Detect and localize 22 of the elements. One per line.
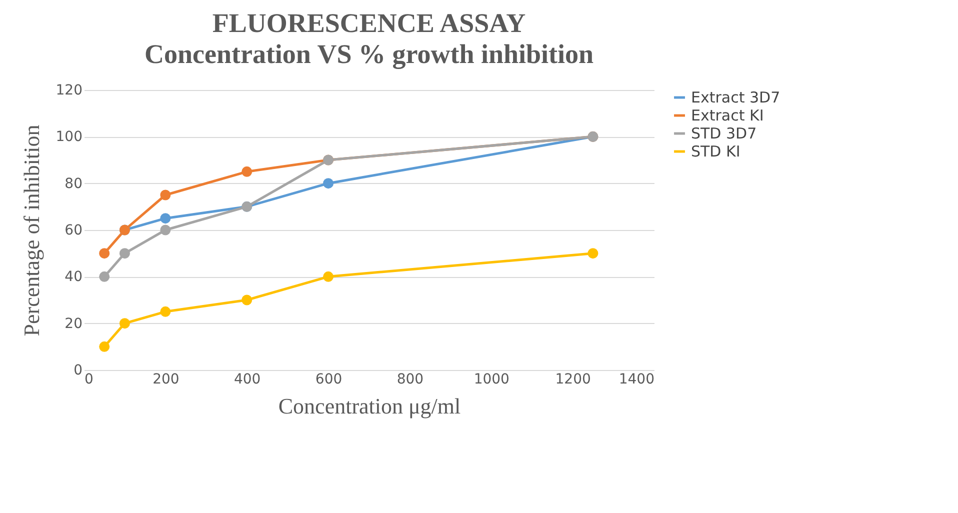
x-tick-label: 1200 xyxy=(555,372,591,388)
x-tick-label: 800 xyxy=(396,372,424,388)
y-tick-label: 60 xyxy=(64,222,82,238)
x-tick-label: 0 xyxy=(84,372,94,388)
legend-label: STD KI xyxy=(691,142,740,160)
legend-label: Extract 3D7 xyxy=(691,88,780,106)
x-tick-label: 600 xyxy=(315,372,342,388)
chart-subtitle: Concentration VS % growth inhibition xyxy=(144,39,594,69)
y-tick-label: 40 xyxy=(64,269,82,286)
legend-label: STD 3D7 xyxy=(691,124,757,142)
y-tick-label: 80 xyxy=(64,176,82,192)
y-axis-title: Percentage of inhibition xyxy=(18,124,44,336)
x-tick-label: 1400 xyxy=(618,372,654,388)
y-tick-label: 100 xyxy=(56,129,82,146)
y-tick-label: 20 xyxy=(64,316,82,332)
x-tick-label: 200 xyxy=(152,372,180,388)
chart-title: FLUORESCENCE ASSAY xyxy=(212,8,526,38)
y-tick-label: 120 xyxy=(56,82,82,98)
x-axis-title: Concentration μg/ml xyxy=(278,394,461,418)
x-tick-label: 400 xyxy=(234,372,261,388)
legend-label: Extract KI xyxy=(691,106,764,124)
x-tick-label: 1000 xyxy=(474,372,510,388)
